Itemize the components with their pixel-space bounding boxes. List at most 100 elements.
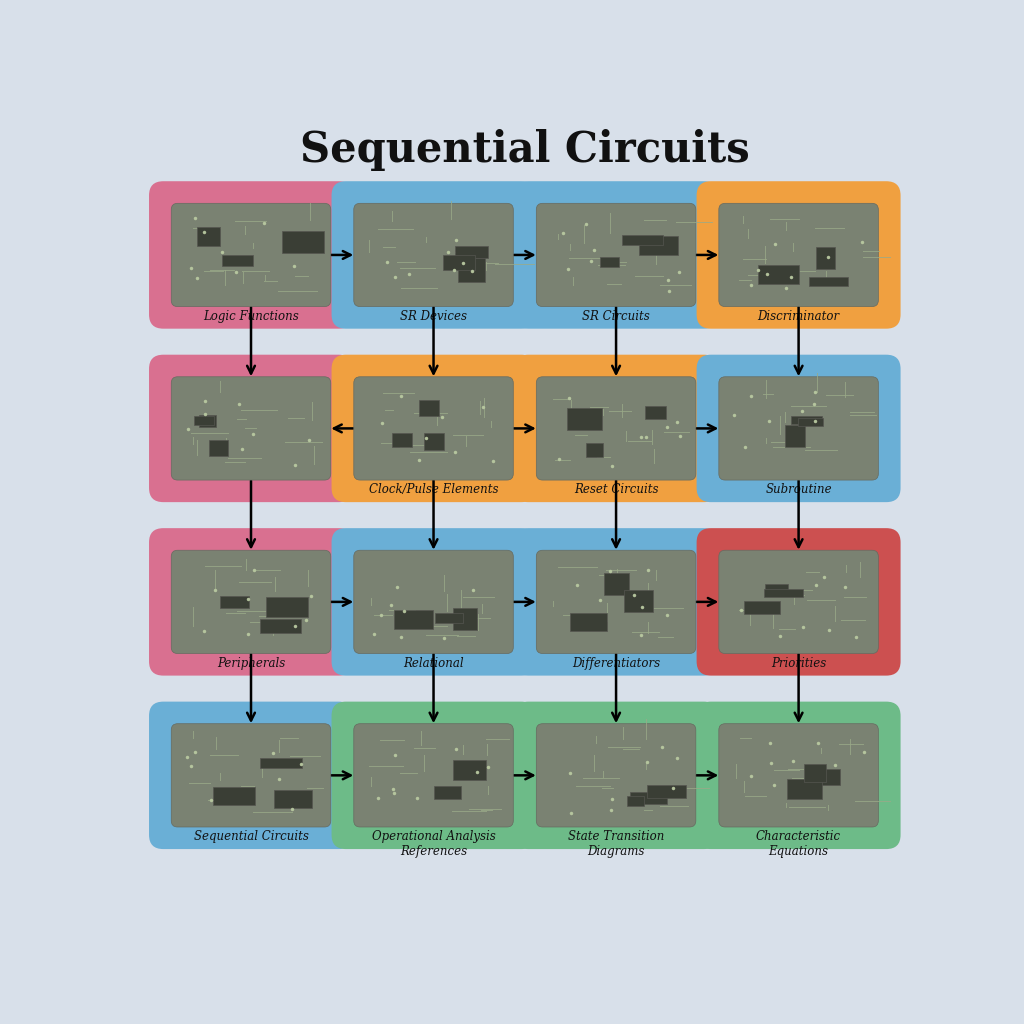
FancyBboxPatch shape — [164, 718, 343, 841]
Text: Synchronous Circuits: Synchronous Circuits — [370, 223, 498, 236]
FancyBboxPatch shape — [171, 377, 331, 480]
FancyBboxPatch shape — [353, 377, 513, 480]
Bar — [804, 764, 825, 782]
Bar — [222, 255, 253, 266]
FancyBboxPatch shape — [171, 204, 331, 306]
Bar — [197, 227, 220, 246]
Text: Peripherals: Peripherals — [217, 656, 285, 670]
Text: Sequential Circuits: Sequential Circuits — [300, 129, 750, 171]
FancyBboxPatch shape — [150, 528, 353, 676]
FancyBboxPatch shape — [347, 372, 525, 494]
FancyBboxPatch shape — [332, 181, 536, 329]
FancyBboxPatch shape — [537, 377, 696, 480]
FancyBboxPatch shape — [332, 528, 536, 676]
Bar — [743, 600, 779, 614]
Bar — [454, 608, 477, 631]
Bar — [419, 400, 439, 416]
FancyBboxPatch shape — [514, 528, 718, 676]
Bar — [199, 415, 216, 427]
Bar — [455, 246, 488, 258]
Bar — [260, 618, 301, 633]
Text: Logic Functions: Logic Functions — [203, 309, 299, 323]
Bar — [266, 597, 307, 617]
FancyBboxPatch shape — [712, 545, 890, 667]
Text: Reset Circuits: Reset Circuits — [573, 483, 658, 497]
Bar — [645, 406, 666, 419]
Bar — [600, 257, 620, 267]
FancyBboxPatch shape — [171, 550, 331, 653]
FancyBboxPatch shape — [164, 545, 343, 667]
Bar — [435, 612, 463, 623]
Text: Pulse Generators: Pulse Generators — [748, 223, 850, 236]
FancyBboxPatch shape — [719, 724, 879, 827]
FancyBboxPatch shape — [332, 701, 536, 849]
FancyBboxPatch shape — [353, 550, 513, 653]
Bar — [424, 433, 444, 451]
Text: SR Devices: SR Devices — [400, 309, 467, 323]
Bar — [639, 237, 678, 255]
Text: Differentiators: Differentiators — [572, 656, 660, 670]
FancyBboxPatch shape — [529, 718, 708, 841]
Text: Combinational Circuits: Combinational Circuits — [547, 223, 685, 236]
FancyBboxPatch shape — [164, 372, 343, 494]
Bar — [220, 596, 249, 607]
Text: Characteristic
Equations: Characteristic Equations — [756, 830, 841, 858]
Bar — [604, 573, 629, 595]
FancyBboxPatch shape — [150, 181, 353, 329]
FancyBboxPatch shape — [353, 724, 513, 827]
FancyBboxPatch shape — [164, 198, 343, 319]
Bar — [460, 764, 478, 776]
FancyBboxPatch shape — [696, 528, 900, 676]
Bar — [647, 784, 686, 799]
Text: Subroutine: Subroutine — [765, 483, 831, 497]
Bar — [443, 255, 474, 269]
FancyBboxPatch shape — [537, 724, 696, 827]
Bar — [819, 769, 841, 785]
Bar — [260, 758, 302, 768]
FancyBboxPatch shape — [537, 550, 696, 653]
FancyBboxPatch shape — [712, 198, 890, 319]
Bar — [625, 590, 653, 611]
Text: Clock/Pulse Elements: Clock/Pulse Elements — [369, 483, 499, 497]
FancyBboxPatch shape — [529, 372, 708, 494]
Bar — [764, 589, 803, 597]
Bar — [623, 236, 663, 245]
Text: Operational Analysis
References: Operational Analysis References — [372, 830, 496, 858]
FancyBboxPatch shape — [150, 701, 353, 849]
Text: SR Circuits: SR Circuits — [583, 309, 650, 323]
FancyBboxPatch shape — [712, 372, 890, 494]
Bar — [392, 433, 412, 447]
Bar — [627, 796, 644, 806]
Bar — [587, 442, 603, 457]
FancyBboxPatch shape — [696, 181, 900, 329]
Bar — [209, 439, 227, 456]
Bar — [569, 613, 607, 631]
Bar — [791, 416, 822, 424]
Text: Relational: Relational — [403, 656, 464, 670]
Bar — [784, 425, 806, 447]
FancyBboxPatch shape — [529, 545, 708, 667]
FancyBboxPatch shape — [696, 354, 900, 502]
Text: Latch: Latch — [234, 223, 268, 236]
Bar — [434, 785, 461, 799]
FancyBboxPatch shape — [150, 354, 353, 502]
Bar — [282, 230, 324, 253]
Bar — [809, 278, 849, 286]
Bar — [394, 610, 433, 629]
Bar — [766, 584, 787, 595]
Bar — [458, 258, 485, 282]
FancyBboxPatch shape — [514, 354, 718, 502]
Bar — [274, 790, 311, 808]
FancyBboxPatch shape — [712, 718, 890, 841]
FancyBboxPatch shape — [514, 701, 718, 849]
FancyBboxPatch shape — [537, 204, 696, 306]
FancyBboxPatch shape — [719, 204, 879, 306]
FancyBboxPatch shape — [696, 701, 900, 849]
Text: State Transition
Diagrams: State Transition Diagrams — [568, 830, 665, 858]
Text: Priorities: Priorities — [771, 656, 826, 670]
FancyBboxPatch shape — [529, 198, 708, 319]
FancyBboxPatch shape — [347, 545, 525, 667]
FancyBboxPatch shape — [171, 724, 331, 827]
FancyBboxPatch shape — [347, 198, 525, 319]
FancyBboxPatch shape — [719, 377, 879, 480]
